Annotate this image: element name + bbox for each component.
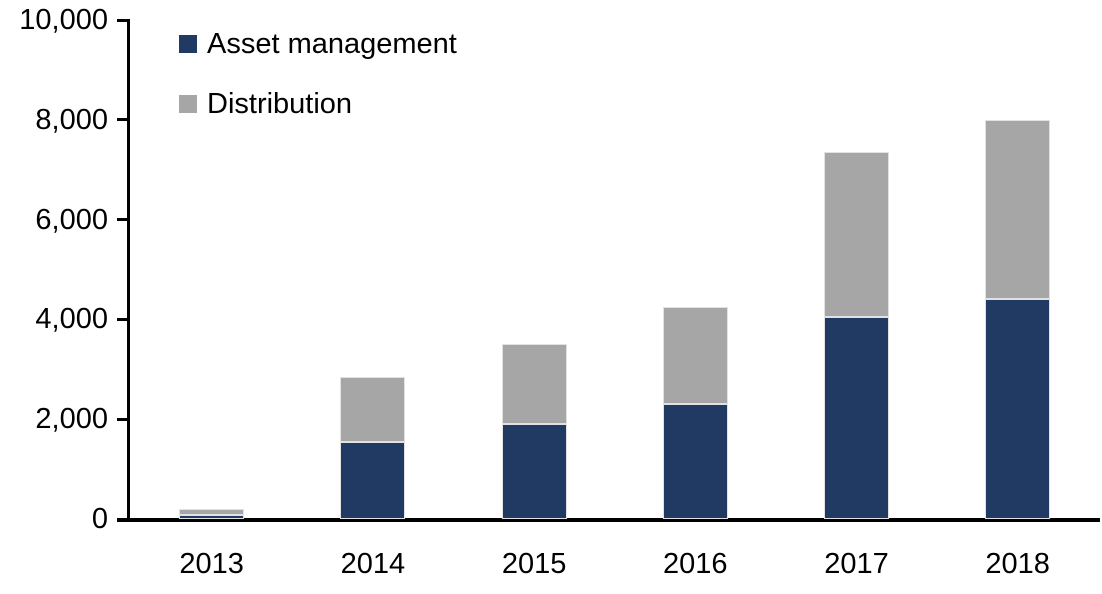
bar-2013-asset-management <box>179 515 245 519</box>
y-axis-tick-label: 10,000 <box>19 4 108 36</box>
bar-2018-distribution <box>985 119 1051 300</box>
bar-2014-distribution <box>340 376 406 442</box>
x-axis-category-label: 2015 <box>501 548 567 580</box>
y-axis-tick-label: 4,000 <box>35 303 108 336</box>
bar-2013-distribution <box>179 509 245 515</box>
y-axis-tick <box>117 118 130 122</box>
y-axis-tick <box>117 18 130 22</box>
x-axis-category-label: 2016 <box>663 548 728 580</box>
legend-swatch-asset-management-icon <box>179 35 197 53</box>
y-axis-tick <box>117 218 130 222</box>
legend-label-distribution: Distribution <box>207 88 353 120</box>
bar-2014-asset-management <box>340 441 406 519</box>
bar-2018-asset-management <box>985 299 1051 519</box>
y-axis-tick <box>117 317 130 321</box>
legend-item-distribution: Distribution <box>179 88 457 120</box>
legend-item-asset-management: Asset management <box>179 28 457 60</box>
x-axis-line <box>117 518 1100 522</box>
bar-2015-asset-management <box>501 424 567 519</box>
x-axis-category-label: 2018 <box>985 548 1050 580</box>
legend: Asset management Distribution <box>179 28 457 148</box>
y-axis-tick-label: 2,000 <box>35 403 108 436</box>
x-axis-category-label: 2014 <box>340 548 406 580</box>
bar-2015-distribution <box>501 344 567 425</box>
y-axis-tick-label: 8,000 <box>35 103 108 136</box>
x-axis-category-label: 2013 <box>179 548 244 580</box>
bar-2017-asset-management <box>824 316 889 519</box>
x-axis-category-label: 2017 <box>824 548 889 580</box>
bar-2016-asset-management <box>662 404 728 519</box>
y-axis-line <box>127 20 130 522</box>
bar-2016-distribution <box>662 306 728 405</box>
y-axis-tick <box>117 517 130 521</box>
y-axis-tick-label: 0 <box>91 503 108 535</box>
y-axis-tick-label: 6,000 <box>35 203 108 236</box>
legend-swatch-distribution-icon <box>179 95 197 113</box>
legend-label-asset-management: Asset management <box>207 28 457 60</box>
bar-2017-distribution <box>824 152 889 317</box>
y-axis-tick <box>117 417 130 421</box>
